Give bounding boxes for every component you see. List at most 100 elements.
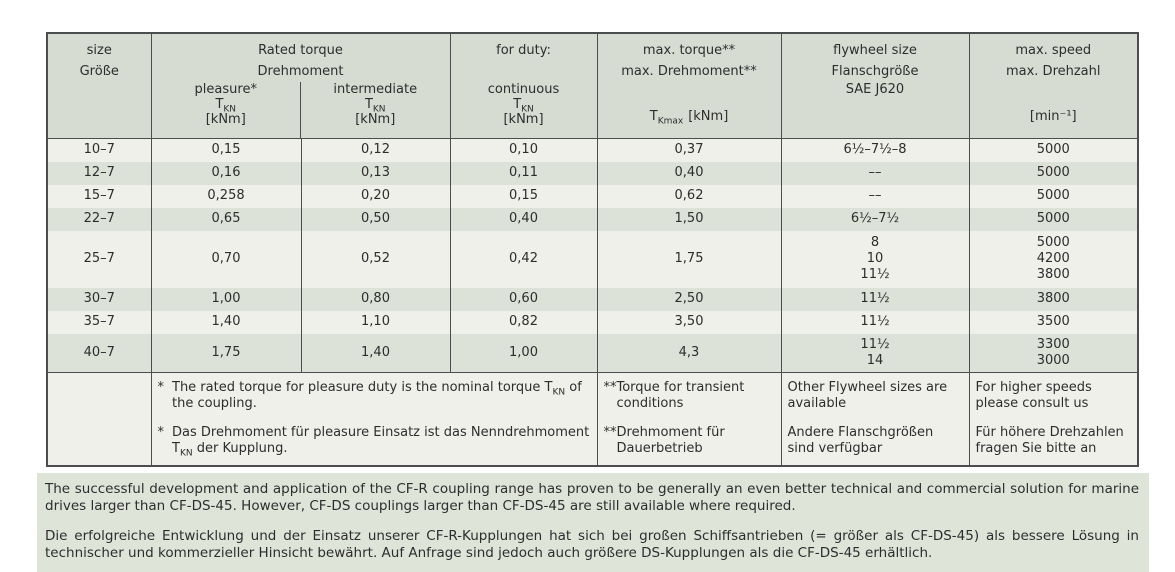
cell-pleasure: 0,16 [150,161,301,185]
cell-max-speed: 3300 3000 [968,333,1138,373]
cell-flywheel: –– [780,184,969,208]
footnote-max-torque-en: ** Torque for transient conditions [603,380,745,411]
table-row: 35–7 1,40 1,10 0,82 3,50 11½ 3500 [47,310,1138,334]
table-row: 12–7 0,16 0,13 0,11 0,40 –– 5000 [47,161,1138,185]
cell-intermediate: 1,10 [300,310,450,334]
cell-continuous: 1,00 [449,333,597,373]
header-rated-torque: Rated torque Drehmoment pleasure* TKN [k… [150,33,450,139]
footnote-stars: ** [603,380,617,395]
footnote-star: * [157,425,165,440]
cell-pleasure: 1,75 [150,333,301,373]
header-pleasure-unit: [kNm] [205,112,246,127]
footnote-flywheel-de: Andere Flanschgrößen sind verfügbar [787,425,934,456]
cell-max-torque: 3,50 [596,310,781,334]
cell-intermediate: 0,50 [300,207,450,231]
cell-size: 35–7 [83,314,115,329]
cell-max-speed: 5000 [968,161,1138,185]
cell-continuous: 0,11 [449,161,597,185]
cell-flywheel: 11½ [780,310,969,334]
footnote-rated-en: * The rated torque for pleasure duty is … [157,380,582,411]
header-size-de: Größe [79,64,119,79]
cell-pleasure: 0,70 [150,230,301,288]
cell-intermediate: 0,20 [300,184,450,208]
cell-pleasure: 0,258 [150,184,301,208]
header-subcol-pleasure: pleasure* TKN [kNm] [152,82,301,138]
cell-max-torque: 0,40 [596,161,781,185]
cell-intermediate: 0,13 [300,161,450,185]
cell-continuous: 0,40 [449,207,597,231]
header-max-speed-en: max. speed [1015,43,1092,58]
table-row: 10–7 0,15 0,12 0,10 0,37 6½–7½–8 5000 [47,138,1138,162]
cell-max-speed: 5000 [968,184,1138,208]
table-row: 25–7 0,70 0,52 0,42 1,75 8 10 11½ 5000 4200 38… [47,230,1138,288]
footnote-flywheel-en: Other Flywheel sizes are available [787,380,948,411]
cell-max-speed: 3500 [968,310,1138,334]
header-pleasure-symbol: TKN [215,97,237,115]
cell-continuous: 0,10 [449,138,597,162]
header-max-torque: max. torque** max. Drehmoment** TKmax [kN… [596,33,781,139]
footnote-max-speed: For higher speeds please consult us Für … [968,372,1138,466]
footnote-max-torque: ** Torque for transient conditions ** Dr… [596,372,781,466]
header-flywheel-standard: SAE J620 [845,82,905,97]
cell-pleasure: 1,00 [150,287,301,311]
footnote-max-speed-en: For higher speeds please consult us [975,380,1092,411]
cell-pleasure: 1,40 [150,310,301,334]
cell-pleasure: 0,15 [150,138,301,162]
table-row: 15–7 0,258 0,20 0,15 0,62 –– 5000 [47,184,1138,208]
header-duty-spacer [521,61,525,82]
footnote-max-torque-de: ** Drehmoment für Dauerbetrieb [603,425,725,456]
cell-flywheel: 11½ 14 [780,333,969,373]
footnote-rated-de: * Das Drehmoment für pleasure Einsatz is… [157,425,590,459]
footnote-max-speed-de: Für höhere Drehzahlen fragen Sie bitte a… [975,425,1124,456]
header-continuous-label: continuous [487,82,560,97]
cell-intermediate: 1,40 [300,333,450,373]
cell-continuous: 0,15 [449,184,597,208]
header-duty-label: for duty: [496,43,551,58]
cell-intermediate: 0,52 [300,230,450,288]
cell-intermediate: 0,80 [300,287,450,311]
header-max-torque-symbol: TKmax [kNm] [649,109,729,127]
table-row: 30–7 1,00 0,80 0,60 2,50 11½ 3800 [47,287,1138,311]
header-max-torque-en: max. torque** [642,43,736,58]
cell-continuous: 0,60 [449,287,597,311]
note-paragraph-en: The successful development and applicati… [45,481,1139,514]
cell-max-torque: 4,3 [596,333,781,373]
table-header: size Größe Rated torque Drehmoment pleas… [47,33,1138,139]
header-intermediate-label: intermediate [333,82,418,97]
table-row: 22–7 0,65 0,50 0,40 1,50 6½–7½ 5000 [47,207,1138,231]
footnote-star: * [157,380,165,395]
header-max-speed-unit: [min⁻¹] [1029,109,1077,124]
cell-flywheel: 11½ [780,287,969,311]
header-rated-de: Drehmoment [257,64,344,79]
header-rated-en: Rated torque [258,43,343,58]
footnote-rated: * The rated torque for pleasure duty is … [150,372,597,466]
cell-size: 10–7 [83,142,115,158]
cell-flywheel: –– [780,161,969,185]
cell-max-speed: 5000 [968,138,1138,162]
header-max-speed: max. speed max. Drehzahl [min⁻¹] [968,33,1138,139]
cell-continuous: 0,82 [449,310,597,334]
cell-continuous: 0,42 [449,230,597,288]
cell-max-torque: 1,50 [596,207,781,231]
table-body: 10–7 0,15 0,12 0,10 0,37 6½–7½–8 5000 12–7 0,16 0… [47,138,1138,373]
cell-intermediate: 0,12 [300,138,450,162]
cell-size: 40–7 [83,344,115,360]
cell-flywheel: 6½–7½ [780,207,969,231]
cell-size: 30–7 [83,291,115,306]
header-continuous-unit: [kNm] [503,112,544,127]
header-continuous-symbol: TKN [513,97,534,115]
notes-block: The successful development and applicati… [37,473,1149,572]
cell-size: 12–7 [83,165,115,180]
cell-size: 22–7 [83,211,115,226]
coupling-spec-table: size Größe Rated torque Drehmoment pleas… [46,32,1139,467]
header-max-speed-de: max. Drehzahl [1005,64,1101,79]
header-flywheel-en: flywheel size [833,43,917,58]
cell-flywheel: 8 10 11½ [780,230,969,288]
header-for-duty: for duty: continuous TKN [kNm] [449,33,597,139]
header-subcol-intermediate: intermediate TKN [kNm] [300,82,450,138]
cell-max-torque: 2,50 [596,287,781,311]
header-intermediate-symbol: TKN [364,97,386,115]
header-size: size Größe [47,33,151,139]
footnote-flywheel: Other Flywheel sizes are available Ander… [780,372,969,466]
